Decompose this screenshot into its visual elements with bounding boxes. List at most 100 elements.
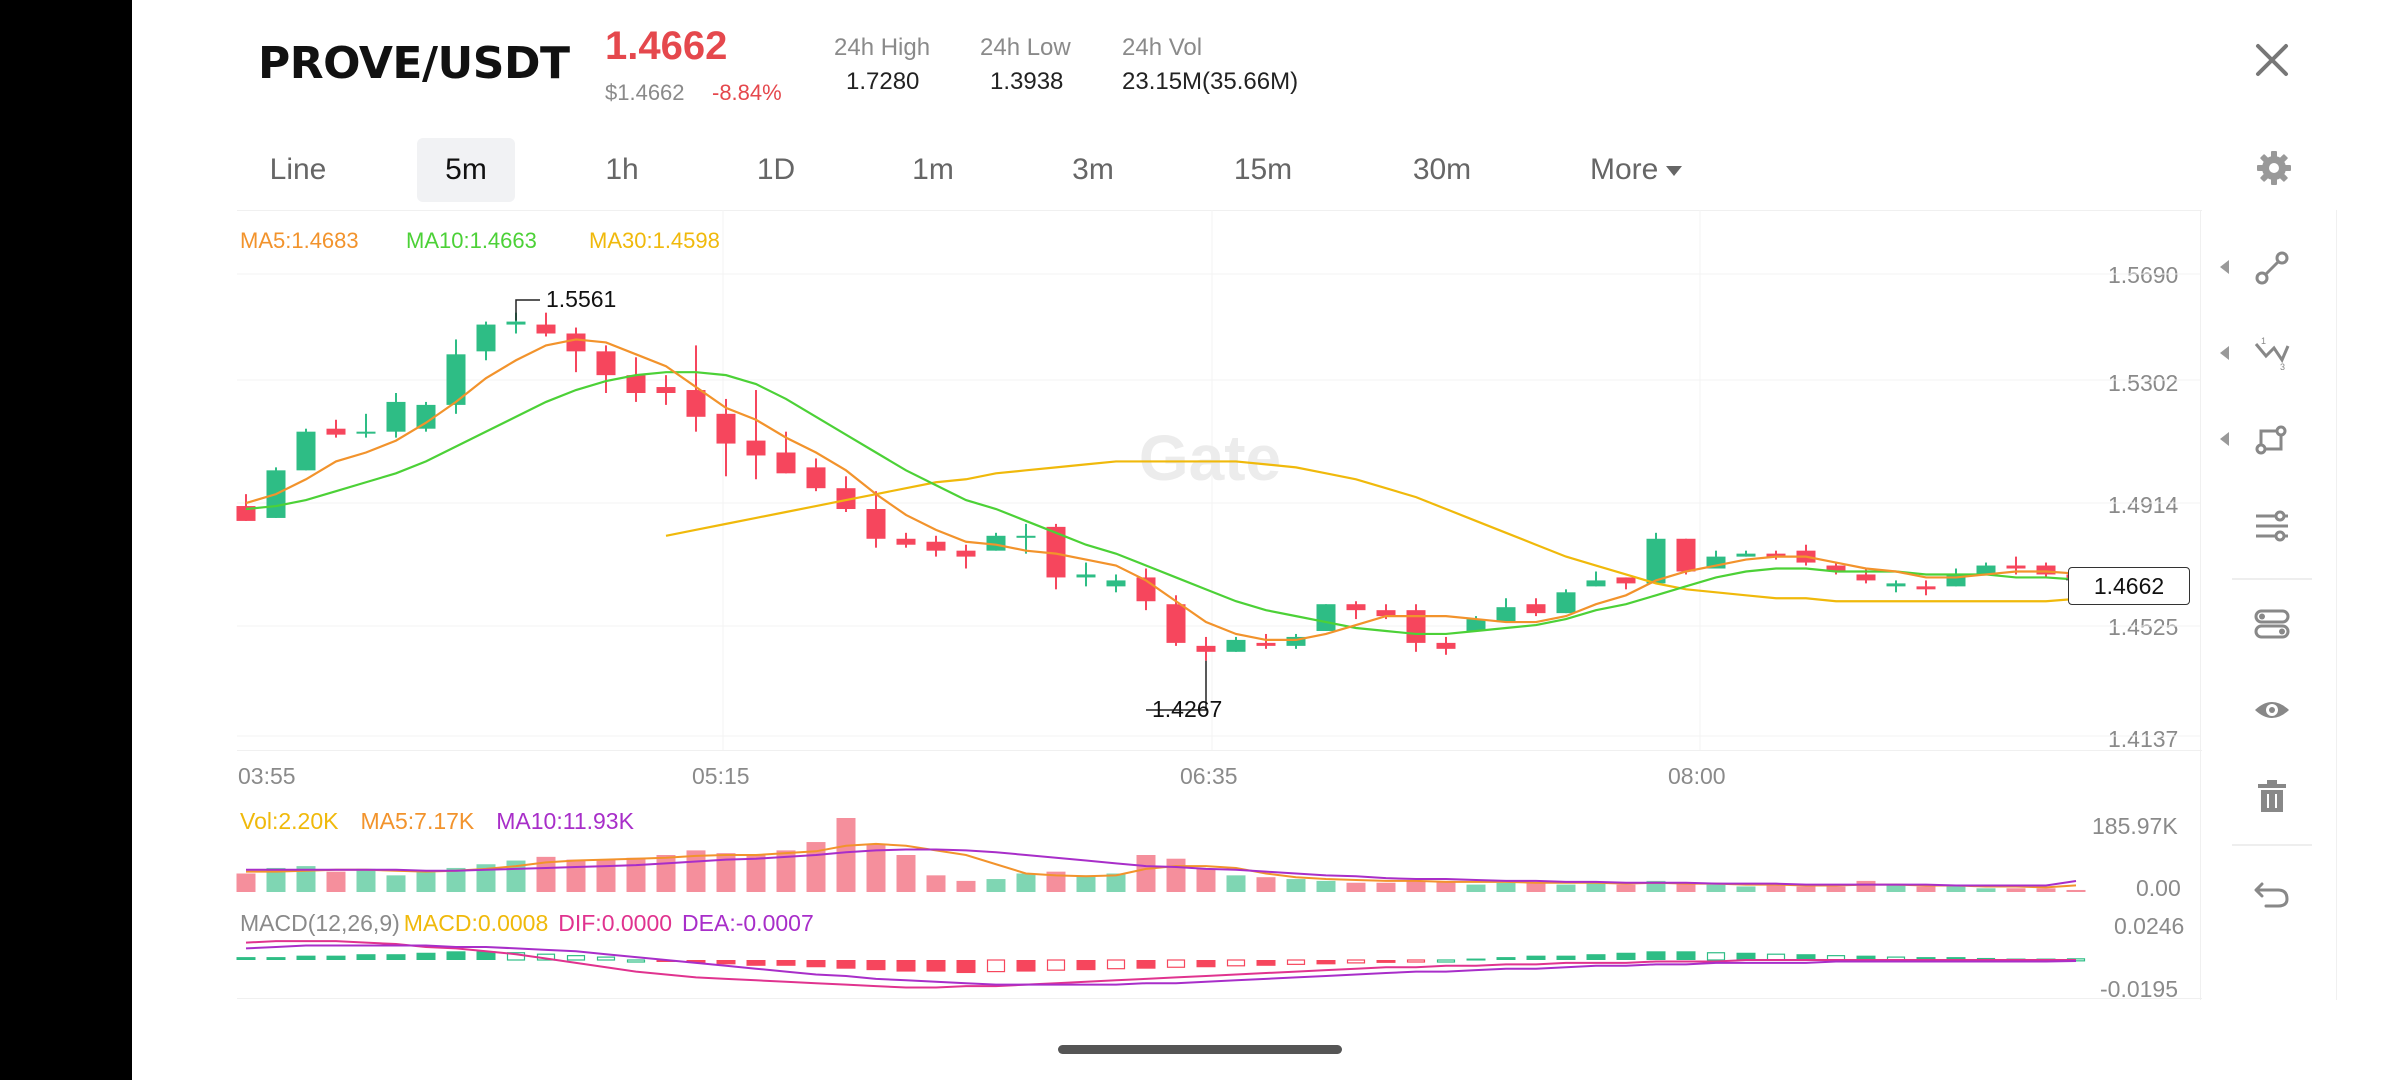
candle-body [506, 321, 526, 325]
macd-params-text: MACD(12,26,9) [240, 910, 400, 936]
macd-bar [446, 951, 466, 960]
stat-value-vol: 23.15M(35.66M) [1122, 68, 1299, 95]
tab-1d[interactable]: 1D [756, 153, 796, 186]
candle-body [1316, 604, 1336, 631]
volume-bar [356, 868, 376, 892]
candle-body [416, 404, 436, 429]
indicator-toggle-icon[interactable] [2252, 604, 2292, 644]
vol-ma10-legend-text: MA10:11.93K [496, 808, 634, 834]
macd-bar [1256, 960, 1276, 966]
macd-bar [986, 959, 1006, 973]
macd-bar [716, 960, 736, 965]
macd-value-text: MACD:0.0008 [403, 910, 549, 936]
watermark-text: Gate [1139, 422, 1281, 494]
macd-bar [386, 954, 406, 960]
undo-icon[interactable] [2252, 872, 2292, 912]
macd-y-tick: 0.0246 [2114, 913, 2185, 939]
eye-icon[interactable] [2252, 690, 2292, 730]
x-tick: 05:15 [692, 763, 750, 789]
expand-arrow-icon[interactable] [2220, 346, 2229, 360]
dif-line [245, 940, 2076, 989]
indicator-settings-icon[interactable] [2252, 506, 2292, 546]
volume-bar [296, 866, 316, 892]
macd-bar [1946, 957, 1966, 960]
svg-text:3: 3 [2280, 362, 2285, 372]
candle-body [1736, 553, 1756, 557]
macd-bar [566, 955, 586, 961]
volume-bar [1556, 884, 1576, 892]
macd-bar [1076, 960, 1096, 971]
dif-value-text: DIF:0.0000 [558, 910, 673, 936]
macd-bar [686, 960, 706, 963]
tab-line[interactable]: Line [269, 153, 327, 186]
tab-30m[interactable]: 30m [1412, 153, 1472, 186]
trash-icon[interactable] [2252, 776, 2292, 816]
stat-value-low: 1.3938 [990, 68, 1064, 95]
expand-arrow-icon[interactable] [2220, 432, 2229, 446]
candle-body [356, 431, 376, 434]
tab-1m[interactable]: 1m [912, 153, 954, 186]
ma10-legend-text: MA10:1.4663 [406, 228, 537, 253]
volume-bar [1226, 875, 1246, 892]
candle-body [1556, 592, 1576, 614]
candle-body [1076, 574, 1096, 578]
volume-bar [266, 867, 286, 892]
macd-bar [956, 960, 976, 974]
volume-bar [866, 843, 886, 892]
volume-bar [1376, 882, 1396, 892]
tab-15m[interactable]: 15m [1233, 153, 1293, 186]
volume-bar [1736, 886, 1756, 892]
dea-value-text: DEA:-0.0007 [682, 910, 814, 936]
volume-bar [626, 857, 646, 892]
macd-bar [1286, 959, 1306, 965]
candle-body [1166, 604, 1186, 643]
macd-bar [296, 955, 316, 960]
tab-more[interactable]: More [1590, 150, 1700, 190]
gear-icon[interactable] [2256, 150, 2292, 186]
trend-line-icon[interactable] [2252, 248, 2292, 288]
usd-price: $1.4662 [605, 80, 685, 105]
shape-icon[interactable] [2252, 420, 2292, 460]
macd-bar [1646, 951, 1666, 960]
macd-bar [1466, 958, 1486, 961]
home-indicator[interactable] [1058, 1045, 1342, 1054]
candle-body [1046, 526, 1066, 578]
macd-bar [1706, 952, 1726, 961]
y-tick: 1.5302 [2108, 370, 2179, 396]
candle-body [326, 428, 346, 435]
candle-body [956, 550, 976, 557]
candle-body [476, 324, 496, 352]
last-price: 1.4662 [605, 24, 728, 68]
candle-body [1886, 583, 1906, 587]
volume-bar [1766, 884, 1786, 892]
candle-body [1496, 607, 1516, 623]
close-icon[interactable] [2252, 40, 2292, 89]
candle-body [1376, 610, 1396, 617]
macd-bar [1166, 959, 1186, 968]
candle-body [1616, 577, 1636, 584]
macd-bar [1796, 954, 1816, 960]
candle-body [1436, 642, 1456, 649]
high-marker-line [515, 299, 540, 321]
volume-bar [2066, 889, 2086, 892]
vol-ma5-legend-text: MA5:7.17K [360, 808, 475, 834]
tab-5m[interactable]: 5m [417, 138, 515, 202]
volume-bar [1286, 879, 1306, 892]
tab-1h[interactable]: 1h [605, 153, 639, 186]
volume-bar [1616, 884, 1636, 892]
candle-body [566, 333, 586, 352]
low-marker-label: 1.4267 [1152, 696, 1223, 722]
volume-bar [1796, 886, 1816, 892]
ma5-legend: MA5:1.4683 [240, 228, 359, 254]
y-tick: 1.4525 [2108, 614, 2179, 640]
candle-body [746, 440, 766, 456]
candle-body [1466, 619, 1486, 631]
expand-arrow-icon[interactable] [2220, 260, 2229, 274]
candle-body [1766, 553, 1786, 557]
macd-bar [1916, 957, 1936, 960]
candle-body [1226, 639, 1246, 652]
tab-3m[interactable]: 3m [1072, 153, 1114, 186]
vol-legend-text: Vol:2.20K [240, 808, 339, 834]
